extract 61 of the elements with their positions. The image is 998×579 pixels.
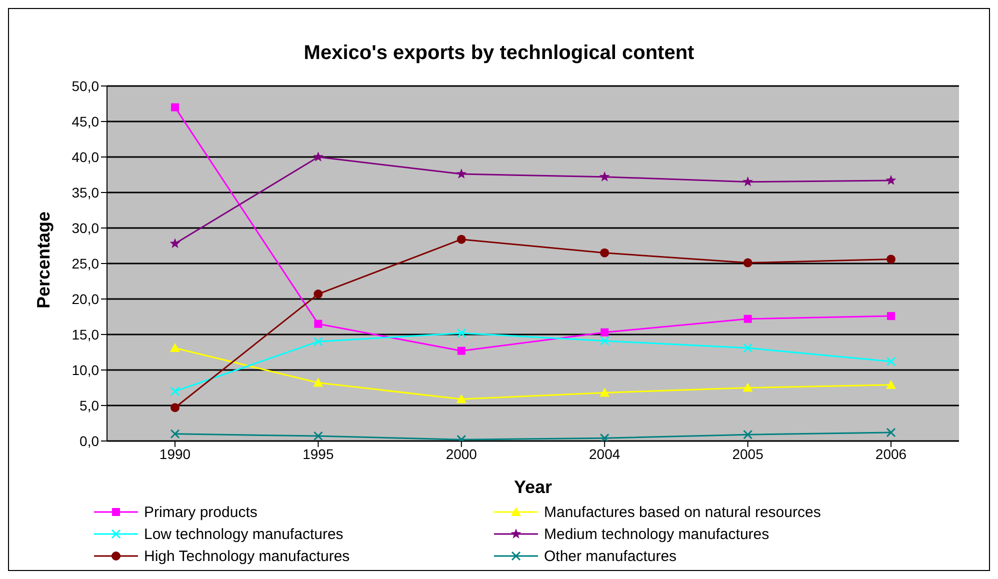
y-tick-label: 25,0 [72,255,100,272]
point [457,346,466,355]
y-axis-title: Percentage [33,211,54,308]
y-tick-label: 5,0 [80,397,100,414]
y-tick-label: 35,0 [72,184,100,200]
legend-label: Primary products [144,504,258,520]
point [313,336,323,346]
legend-label: Manufactures based on natural resources [544,504,821,520]
point [170,386,180,396]
point [886,254,896,264]
point [314,320,322,328]
y-tick-label: 50,0 [72,78,100,94]
point [600,328,609,336]
chart-title: Mexico's exports by technlogical content [302,42,696,66]
y-tick-label: 45,0 [72,113,100,130]
point [600,388,610,397]
point [743,258,752,268]
point [314,290,323,299]
point [170,403,180,412]
x-tick-label: 1995 [302,446,334,462]
y-tick-label: 20,0 [72,290,100,307]
point [456,234,466,244]
point [312,152,324,162]
y-tick-label: 10,0 [72,362,100,378]
point [743,343,753,353]
point [170,238,180,248]
x-tick-label: 2006 [875,446,907,462]
y-tick-label: 30,0 [72,220,100,236]
x-tick-label: 1990 [159,446,191,462]
y-tick-label: 15,0 [72,326,100,342]
point [886,356,896,366]
point [743,430,753,440]
y-tick-label: 40,0 [72,148,100,165]
point [600,336,610,346]
legend-label: High Technology manufactures [144,548,350,564]
point [313,378,324,387]
legend-label: Other manufactures [544,548,677,564]
point [170,342,180,352]
point [600,433,610,441]
point [170,429,180,439]
x-tick-label: 2000 [446,446,478,462]
point [742,382,753,392]
point [456,168,467,178]
legend-label: Medium technology manufactures [544,526,770,542]
y-tick-label: 0,0 [80,432,100,449]
point [744,314,752,323]
point [456,328,466,338]
point [742,176,754,186]
point [600,248,610,258]
point [171,103,179,112]
point [313,431,323,441]
legend-label: Low technology manufactures [144,526,344,542]
point [887,312,895,320]
x-axis-title: Year [514,477,552,497]
x-tick-label: 2005 [732,446,764,462]
point [456,394,466,404]
point [599,171,610,182]
point [886,428,896,438]
x-tick-label: 2004 [589,446,620,462]
point [886,380,896,389]
point [886,174,896,185]
